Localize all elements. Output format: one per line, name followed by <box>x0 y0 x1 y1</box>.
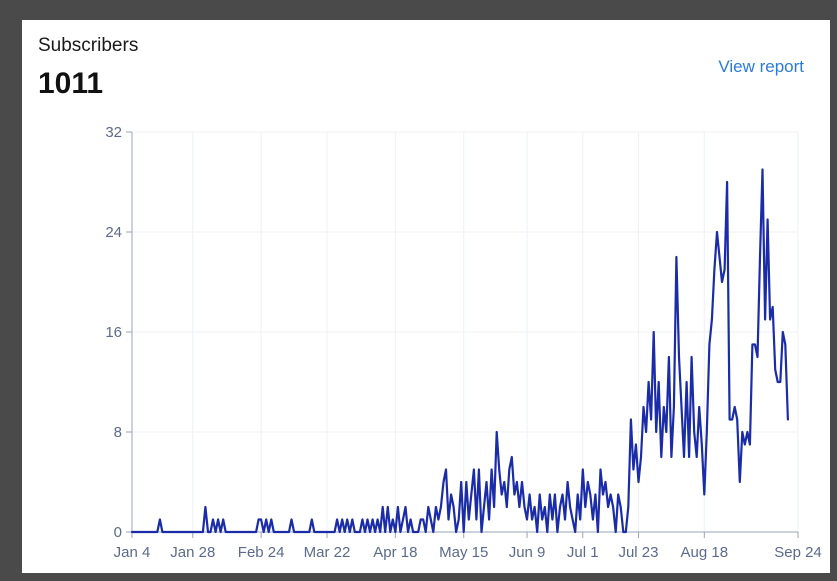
view-report-link[interactable]: View report <box>718 57 804 76</box>
y-tick-label: 16 <box>105 324 122 341</box>
x-tick-label: May 15 <box>439 544 488 561</box>
grid <box>131 131 799 533</box>
subscribers-line-chart: 0 8 16 24 32 Jan 4 Jan 28 Feb 24 Mar 22 Apr 18 May… <box>105 124 821 561</box>
axes: 0 8 16 24 32 Jan 4 Jan 28 Feb 24 Mar 22 Apr 18 May… <box>105 124 821 561</box>
subscribers-card: Subscribers 1011 View report 0 8 16 24 32 Jan… <box>22 20 830 573</box>
y-tick-label: 0 <box>114 524 122 541</box>
metric-value: 1011 <box>38 67 104 100</box>
x-tick-label: Apr 18 <box>373 544 417 561</box>
series-line <box>130 168 789 534</box>
x-tick-label: Jul 23 <box>618 544 658 561</box>
y-tick-label: 32 <box>105 124 122 141</box>
x-tick-label: Feb 24 <box>238 544 285 561</box>
x-tick-label: Jun 9 <box>509 544 546 561</box>
x-tick-label: Jul 1 <box>567 544 599 561</box>
x-tick-label: Jan 4 <box>114 544 151 561</box>
y-tick-label: 8 <box>114 424 122 441</box>
x-tick-label: Jan 28 <box>170 544 215 561</box>
x-tick-label: Aug 18 <box>681 544 729 561</box>
y-tick-label: 24 <box>105 224 122 241</box>
metric-label: Subscribers <box>38 35 139 56</box>
x-tick-label: Sep 24 <box>774 544 822 561</box>
x-tick-label: Mar 22 <box>304 544 351 561</box>
series <box>130 168 789 534</box>
